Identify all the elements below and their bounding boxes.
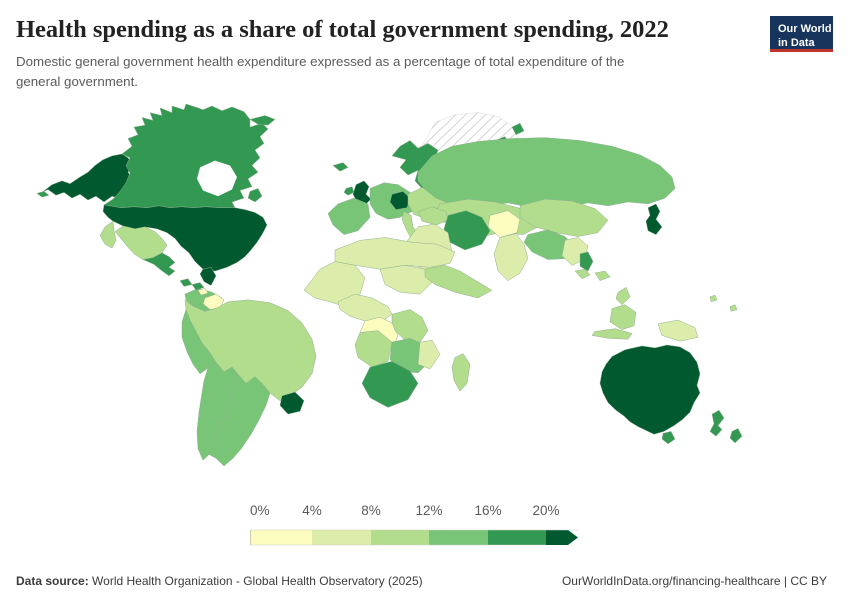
svg-text:0%: 0% — [250, 503, 270, 518]
svg-text:4%: 4% — [302, 503, 322, 518]
svg-text:16%: 16% — [474, 503, 501, 518]
svg-text:12%: 12% — [415, 503, 442, 518]
svg-text:8%: 8% — [361, 503, 381, 518]
svg-text:20%: 20% — [532, 503, 559, 518]
